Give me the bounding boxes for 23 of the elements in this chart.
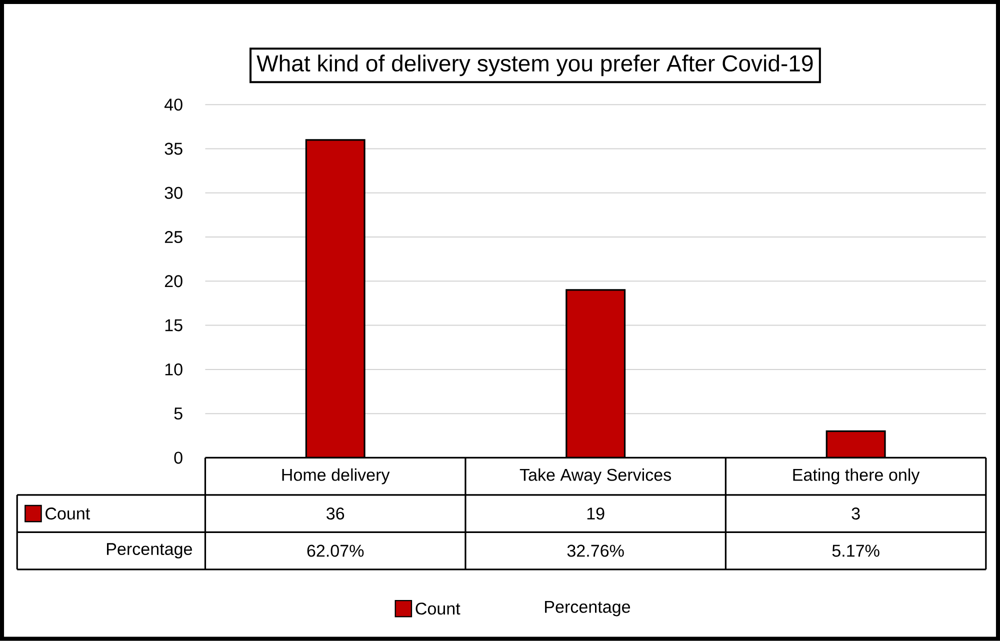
y-tick-label: 25	[164, 231, 182, 244]
y-tick-label: 5	[174, 408, 182, 420]
x-tick-label: Home delivery	[282, 468, 390, 484]
data-label: 3	[852, 508, 860, 520]
text: 32.76%	[567, 544, 624, 557]
x-tick-label: Eating there only	[793, 468, 920, 484]
data-label: 36	[326, 508, 344, 520]
text: Percentage	[106, 543, 192, 558]
y-tick-label: 0	[174, 452, 182, 464]
x-tick-label: Take Away Services	[520, 468, 671, 484]
y-tick-label: 40	[164, 98, 182, 111]
data-label: 19	[587, 508, 604, 520]
legend-label: Count	[416, 602, 460, 615]
text: Percentage	[545, 601, 630, 616]
y-tick-label: 35	[164, 142, 182, 155]
y-tick-label: 30	[164, 186, 182, 199]
y-tick-label: 20	[164, 275, 182, 288]
y-tick-label: 10	[165, 364, 182, 376]
text: 5.17%	[832, 544, 880, 557]
text: 62.07%	[307, 544, 364, 557]
text: Count	[46, 508, 90, 520]
y-tick-label: 15	[165, 319, 182, 332]
chart-title: What kind of delivery system you prefer After Covid-19	[256, 54, 813, 76]
